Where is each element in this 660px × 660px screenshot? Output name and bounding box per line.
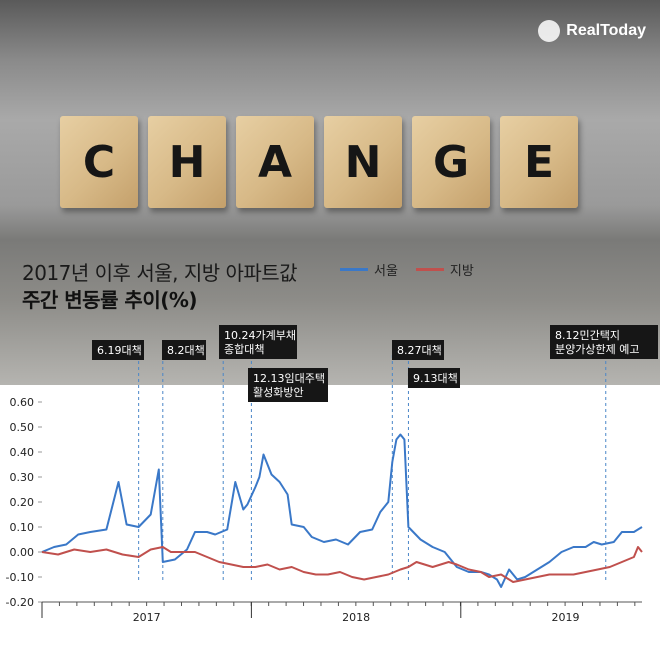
legend-swatch-regional [415, 268, 444, 271]
hero-block-3: A [236, 116, 314, 208]
annotation-box-6 [550, 325, 658, 359]
legend-item-regional: 지방 [415, 260, 474, 279]
x-tick-label-0: 2017 [133, 611, 161, 624]
annotation-label-3-0: 12.13임대주택 [253, 372, 325, 385]
y-tick-label-6: 0.00 [10, 546, 35, 559]
brand-emblem-icon [538, 20, 561, 42]
annotation-box-3 [248, 368, 328, 402]
annotation-label-6-0: 8.12민간택지 [555, 329, 620, 342]
chart-subtitle: 주간 변동률 추이(%) [22, 288, 198, 312]
annotation-label-2-1: 종합대책 [224, 343, 264, 356]
chart-title: 2017년 이후 서울, 지방 아파트값 [22, 261, 298, 285]
hero-block-5: G [412, 116, 490, 208]
y-tick-label-1: 0.50 [10, 421, 35, 434]
y-tick-label-3: 0.30 [10, 471, 35, 484]
y-tick-label-2: 0.40 [10, 446, 35, 459]
legend-item-seoul: 서울 [340, 260, 398, 279]
annotation-label-5-0: 9.13대책 [413, 372, 458, 385]
annotation-box-5 [408, 368, 460, 388]
annotation-box-4 [392, 340, 444, 360]
hero-block-4: N [324, 116, 402, 208]
annotation-label-3-1: 활성화방안 [253, 385, 304, 399]
x-tick-label-2: 2019 [551, 611, 579, 624]
y-tick-label-8: -0.20 [6, 596, 34, 609]
y-tick-label-4: 0.20 [10, 496, 35, 509]
annotation-label-2-0: 10.24가계부채 [224, 329, 296, 342]
series-line-seoul [41, 433, 643, 588]
x-tick-label-1: 2018 [342, 611, 370, 624]
annotation-label-6-1: 분양가상한제 예고 [555, 343, 639, 356]
legend-label-regional: 지방 [449, 264, 474, 279]
annotation-box-1 [162, 340, 206, 360]
hero-block-2: H [148, 116, 226, 208]
hero-block-1: C [60, 116, 138, 208]
annotation-label-1-0: 8.2대책 [167, 344, 205, 357]
brand-name: RealToday [566, 22, 646, 39]
annotation-label-4-0: 8.27대책 [397, 344, 442, 357]
legend-swatch-seoul [340, 268, 368, 271]
series-line-regional [41, 546, 643, 583]
annotation-box-2 [219, 325, 297, 359]
annotation-box-0 [92, 340, 144, 360]
legend-label-seoul: 서울 [374, 264, 398, 279]
annotation-label-0-0: 6.19대책 [97, 344, 142, 357]
y-tick-label-0: 0.60 [10, 396, 35, 409]
brand-logo: RealToday [538, 20, 646, 42]
y-tick-label-7: -0.10 [6, 571, 34, 584]
y-tick-label-5: 0.10 [10, 521, 35, 534]
chart-legend: 서울 지방 [340, 260, 474, 279]
hero-block-6: E [500, 116, 578, 208]
